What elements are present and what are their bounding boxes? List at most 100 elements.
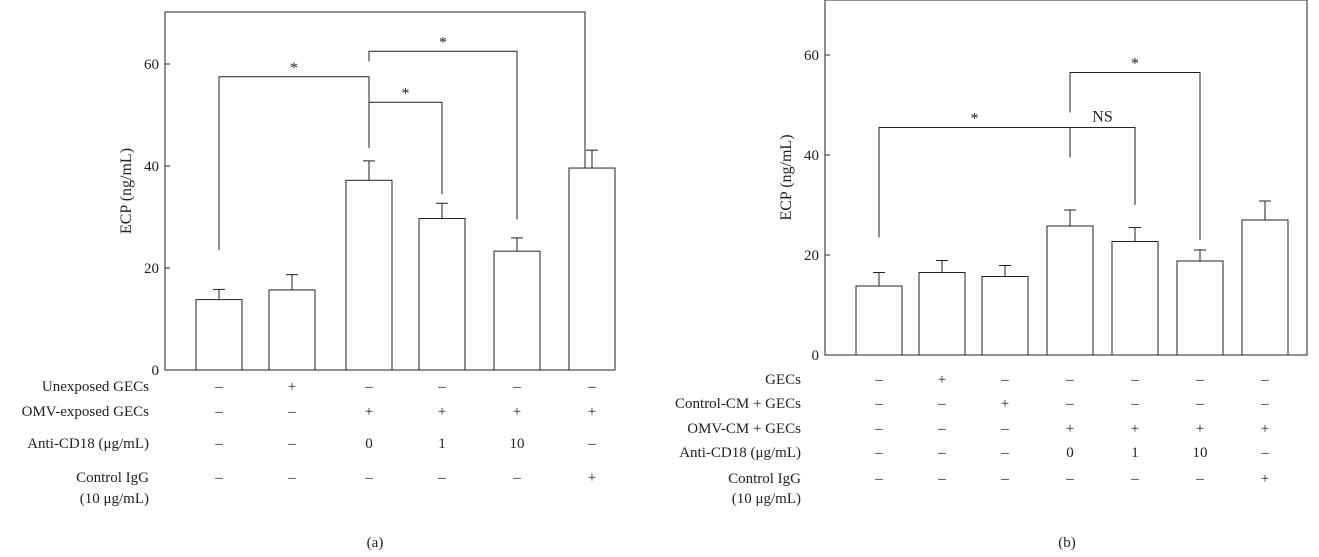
- condition-cell: –: [587, 379, 596, 395]
- condition-label: Unexposed GECs: [42, 379, 149, 395]
- bar: [1241, 219, 1289, 356]
- condition-cell: +: [1001, 396, 1009, 412]
- condition-cell: +: [1131, 421, 1139, 437]
- condition-cell: –: [1260, 396, 1269, 412]
- panel-caption: (b): [1058, 535, 1076, 551]
- condition-label: Control-CM + GECs: [675, 396, 801, 412]
- condition-cell: –: [364, 379, 373, 395]
- condition-cell: –: [1130, 471, 1139, 487]
- condition-cell: –: [587, 436, 596, 452]
- condition-label: Control IgG: [76, 470, 149, 486]
- y-tick-label: 40: [144, 159, 159, 175]
- y-tick-label: 20: [804, 248, 819, 264]
- condition-cell: –: [214, 379, 223, 395]
- condition-cell: –: [874, 445, 883, 461]
- condition-cell: –: [1000, 372, 1009, 388]
- condition-cell: +: [288, 379, 296, 395]
- bar: [918, 272, 966, 356]
- significance-label: *: [971, 111, 979, 128]
- condition-cell: +: [1066, 421, 1074, 437]
- condition-cell: –: [214, 404, 223, 420]
- condition-cell: –: [937, 445, 946, 461]
- condition-cell: –: [874, 471, 883, 487]
- condition-cell: –: [1065, 471, 1074, 487]
- significance-bracket: [1069, 72, 1201, 240]
- significance-bracket: [1069, 127, 1136, 205]
- condition-cell: –: [937, 396, 946, 412]
- significance-label: *: [1131, 56, 1139, 73]
- panel-caption: (a): [367, 535, 384, 551]
- y-tick-label: 60: [144, 57, 159, 73]
- y-tick-label: 0: [812, 348, 820, 364]
- panel-a: 0 20 40 60 ECP (ng/mL) * * * Unexposed GECs – + – – –…: [22, 11, 616, 551]
- condition-cell: –: [512, 379, 521, 395]
- condition-cell: –: [874, 372, 883, 388]
- bar: [493, 250, 541, 371]
- condition-cell: –: [937, 421, 946, 437]
- condition-label-line2: (10 μg/mL): [732, 491, 801, 507]
- condition-cell: –: [1000, 421, 1009, 437]
- condition-label: GECs: [765, 372, 801, 388]
- y-tick-label: 60: [804, 48, 819, 64]
- condition-cell: –: [1195, 372, 1204, 388]
- significance-label: *: [439, 34, 447, 51]
- significance-bracket: [368, 101, 443, 195]
- condition-cell: –: [364, 470, 373, 486]
- condition-cell: 10: [510, 436, 525, 452]
- condition-cell: –: [214, 470, 223, 486]
- condition-cell: –: [1130, 396, 1139, 412]
- condition-label: OMV-CM + GECs: [687, 421, 801, 437]
- bar: [268, 289, 316, 371]
- condition-cell: 0: [365, 436, 373, 452]
- condition-cell: 0: [1066, 445, 1074, 461]
- bar: [1046, 225, 1094, 356]
- significance-label: NS: [1092, 109, 1112, 126]
- condition-label: Anti-CD18 (μg/mL): [679, 445, 801, 461]
- condition-cell: +: [938, 372, 946, 388]
- bar: [981, 276, 1029, 356]
- y-axis-label: ECP (ng/mL): [118, 148, 135, 234]
- significance-bracket: [878, 127, 1071, 238]
- condition-cell: –: [874, 396, 883, 412]
- bar: [568, 167, 616, 371]
- condition-cell: +: [588, 404, 596, 420]
- condition-cell: +: [1261, 421, 1269, 437]
- condition-cell: –: [287, 436, 296, 452]
- bar: [418, 218, 466, 371]
- condition-cell: –: [1195, 396, 1204, 412]
- y-tick-label: 0: [152, 363, 160, 379]
- condition-cell: +: [438, 404, 446, 420]
- condition-cell: +: [1261, 471, 1269, 487]
- bar: [1176, 260, 1224, 356]
- condition-cell: –: [937, 471, 946, 487]
- condition-cell: 1: [438, 436, 446, 452]
- condition-label-line2: (10 μg/mL): [80, 491, 149, 507]
- bar: [1111, 241, 1159, 356]
- condition-cell: –: [874, 421, 883, 437]
- bar: [345, 179, 393, 371]
- y-axis-label: ECP (ng/mL): [778, 134, 795, 220]
- significance-bracket: [368, 50, 518, 220]
- condition-cell: –: [437, 379, 446, 395]
- condition-label: Anti-CD18 (μg/mL): [27, 436, 149, 452]
- condition-label: Control IgG: [728, 471, 801, 487]
- condition-cell: –: [1260, 445, 1269, 461]
- condition-cell: +: [365, 404, 373, 420]
- condition-cell: –: [1195, 471, 1204, 487]
- significance-label: *: [402, 85, 410, 102]
- y-tick-label: 40: [804, 148, 819, 164]
- bar: [195, 299, 243, 371]
- condition-cell: –: [1065, 396, 1074, 412]
- condition-cell: –: [287, 404, 296, 420]
- panel-b: 0 20 40 60 ECP (ng/mL) * NS * GECs – + – – – – – Control…: [675, 0, 1308, 551]
- condition-cell: 10: [1193, 445, 1208, 461]
- condition-cell: –: [437, 470, 446, 486]
- condition-cell: 1: [1131, 445, 1139, 461]
- condition-cell: –: [1130, 372, 1139, 388]
- condition-cell: –: [1000, 445, 1009, 461]
- significance-label: *: [290, 60, 298, 77]
- condition-cell: –: [1260, 372, 1269, 388]
- condition-cell: +: [588, 470, 596, 486]
- y-tick-label: 20: [144, 261, 159, 277]
